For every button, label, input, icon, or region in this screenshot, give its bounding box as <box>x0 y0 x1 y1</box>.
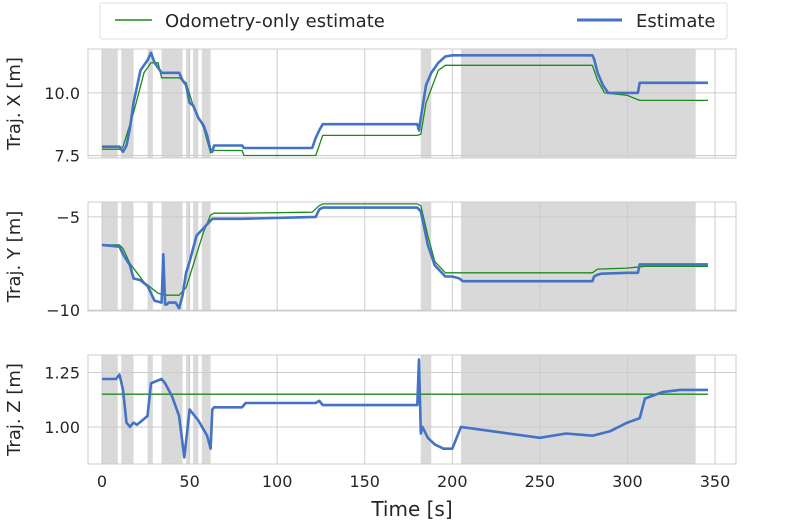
panel-1: 7.5 10.0 Traj. X [m] <box>4 48 737 165</box>
legend-frame <box>99 2 728 40</box>
y-tick-label: −5 <box>56 208 80 227</box>
x-axis-label: Time [s] <box>370 497 452 521</box>
series-line-estimate <box>101 206 708 310</box>
shaded-interval <box>201 202 211 311</box>
panel-2: −5 −10 Traj. Y [m] <box>4 201 737 320</box>
y-tick-label: −10 <box>46 301 80 320</box>
shaded-interval <box>147 355 153 464</box>
shaded-interval <box>461 49 696 158</box>
x-tick-label: 50 <box>179 472 199 491</box>
shaded-interval <box>186 202 190 311</box>
shaded-interval <box>201 355 211 464</box>
shaded-interval <box>193 49 199 158</box>
x-tick-label: 0 <box>97 472 107 491</box>
panel-frame <box>87 354 737 465</box>
y-tick-label: 1.25 <box>44 363 80 382</box>
y-axis-label: Traj. X [m] <box>4 57 25 151</box>
shaded-interval <box>121 355 134 464</box>
y-axis-label: Traj. Y [m] <box>4 211 25 304</box>
shaded-interval <box>161 355 183 464</box>
shaded-interval <box>161 49 183 158</box>
shaded-interval <box>420 202 432 311</box>
shaded-interval <box>102 355 118 464</box>
shaded-interval <box>102 202 118 311</box>
shaded-interval <box>161 202 183 311</box>
x-tick-label: 150 <box>349 472 380 491</box>
x-tick-label: 300 <box>612 472 643 491</box>
legend-odometry-label: Odometry-only estimate <box>165 11 385 32</box>
x-tick-label: 350 <box>700 472 731 491</box>
shaded-interval <box>147 49 153 158</box>
legend-estimate-label: Estimate <box>636 11 716 32</box>
y-tick-label: 1.00 <box>44 418 80 437</box>
y-tick-label: 7.5 <box>55 146 80 165</box>
shaded-interval <box>193 355 199 464</box>
legend: Odometry-only estimate Estimate <box>99 2 728 40</box>
shaded-interval <box>420 355 432 464</box>
x-tick-label: 250 <box>525 472 556 491</box>
shaded-interval <box>147 202 153 311</box>
y-tick-label: 10.0 <box>44 84 80 103</box>
x-axis: 0 50 100 150 200 250 300 350 <box>97 472 730 491</box>
shaded-interval <box>461 355 696 464</box>
shaded-interval <box>186 49 190 158</box>
panel-frame <box>87 48 737 159</box>
panel-3: 1.25 1.00 Traj. Z [m] <box>4 354 737 465</box>
shaded-interval <box>186 355 190 464</box>
series-line-estimate <box>102 51 708 153</box>
series-line-odometry <box>102 203 708 296</box>
series-line-estimate <box>102 358 708 459</box>
y-axis-label: Traj. Z [m] <box>4 363 25 457</box>
panel-frame <box>87 201 737 312</box>
shaded-interval <box>201 49 211 158</box>
x-tick-label: 100 <box>262 472 293 491</box>
shaded-interval <box>102 49 118 158</box>
x-tick-label: 200 <box>437 472 468 491</box>
series-line-odometry <box>102 62 708 157</box>
shaded-interval <box>461 202 696 311</box>
